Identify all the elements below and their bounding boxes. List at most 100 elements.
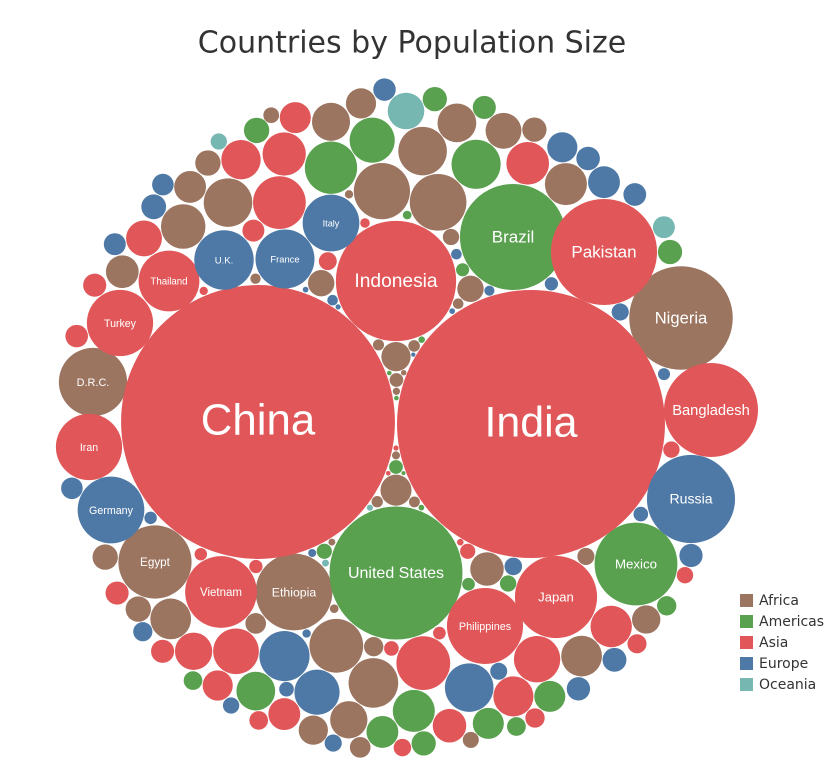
bubble xyxy=(311,102,351,141)
bubble xyxy=(485,112,522,149)
bubble xyxy=(418,336,425,343)
bubble xyxy=(259,631,310,682)
bubble xyxy=(236,671,276,711)
bubble xyxy=(304,141,358,194)
bubble xyxy=(652,216,675,239)
bubble-label: Bangladesh xyxy=(672,403,750,419)
bubble-label: U.K. xyxy=(215,256,233,267)
bubble xyxy=(623,183,647,206)
bubble-label: Thailand xyxy=(150,277,187,288)
bubble xyxy=(402,210,412,220)
bubble xyxy=(446,587,524,665)
bubble xyxy=(472,707,504,739)
bubble xyxy=(381,341,411,372)
bubble-label: Mexico xyxy=(615,557,657,572)
bubble xyxy=(348,658,399,708)
bubble xyxy=(561,635,602,677)
bubble xyxy=(525,708,545,728)
bubble xyxy=(611,303,629,321)
bubble xyxy=(327,294,338,306)
bubble xyxy=(324,734,342,752)
bubble xyxy=(451,139,501,189)
bubble xyxy=(432,708,467,743)
bubble-label: Vietnam xyxy=(200,587,242,599)
bubble xyxy=(444,663,494,712)
legend-label: Europe xyxy=(759,656,808,672)
bubble xyxy=(194,547,208,561)
bubble xyxy=(309,618,364,673)
bubble xyxy=(194,230,254,290)
bubble xyxy=(657,239,683,265)
bubble xyxy=(372,339,385,351)
bubble xyxy=(152,173,174,196)
legend: Africa Americas Asia Europe Oceania xyxy=(740,593,824,693)
bubble xyxy=(294,669,340,715)
bubble xyxy=(203,178,253,227)
bubble xyxy=(185,556,257,628)
bubble-label: Russia xyxy=(669,491,712,507)
bubble xyxy=(174,632,213,670)
bubble xyxy=(493,676,534,717)
bubble xyxy=(253,176,306,229)
legend-swatch xyxy=(740,615,753,628)
bubble xyxy=(513,636,561,683)
bubble xyxy=(328,538,336,546)
bubble xyxy=(330,701,368,739)
bubble xyxy=(380,474,412,506)
bubble xyxy=(462,577,475,591)
bubble xyxy=(349,736,371,758)
bubble xyxy=(594,522,678,606)
bubble xyxy=(408,340,420,352)
bubble xyxy=(242,219,265,242)
bubble xyxy=(534,680,566,712)
bubble xyxy=(302,194,360,252)
bubble xyxy=(394,395,399,401)
bubble xyxy=(202,670,233,701)
bubble-label: India xyxy=(484,398,577,446)
bubble xyxy=(138,250,200,312)
bubble xyxy=(366,504,373,511)
bubble xyxy=(329,506,463,640)
bubble xyxy=(389,373,404,387)
bubble xyxy=(433,626,446,640)
bubble xyxy=(462,731,479,748)
bubble xyxy=(279,102,311,134)
bubble xyxy=(409,173,467,231)
bubble xyxy=(371,496,383,508)
bubble-label: Germany xyxy=(89,505,134,517)
bubble xyxy=(408,496,420,508)
bubble xyxy=(633,506,649,522)
bubble xyxy=(456,263,470,277)
bubble xyxy=(393,738,412,757)
bubble xyxy=(679,543,703,568)
bubble-label: Indonesia xyxy=(354,271,438,292)
bubble xyxy=(411,352,416,357)
bubble xyxy=(83,273,107,297)
bubble xyxy=(522,117,547,142)
bubble xyxy=(279,681,294,697)
bubble-label: Japan xyxy=(538,589,574,604)
bubbles: Nigeria Ethiopia Egypt D.R.C. United States B… xyxy=(55,78,759,758)
bubble xyxy=(401,471,406,476)
bubble xyxy=(199,286,208,296)
bubble xyxy=(392,689,435,732)
bubble xyxy=(676,567,694,584)
bubble xyxy=(400,369,407,376)
bubble xyxy=(61,477,83,500)
bubble xyxy=(457,275,484,302)
bubble xyxy=(459,183,567,291)
bubble xyxy=(396,636,451,690)
bubble xyxy=(255,553,333,631)
bubble xyxy=(366,715,399,748)
bubble xyxy=(250,273,261,284)
legend-swatch xyxy=(740,657,753,670)
bubble xyxy=(566,677,591,701)
bubble xyxy=(150,598,192,640)
bubble xyxy=(249,559,263,574)
bubble xyxy=(213,628,259,675)
bubble xyxy=(663,441,680,458)
bubble xyxy=(452,298,464,310)
bubble xyxy=(174,170,207,203)
bubble xyxy=(195,150,221,176)
